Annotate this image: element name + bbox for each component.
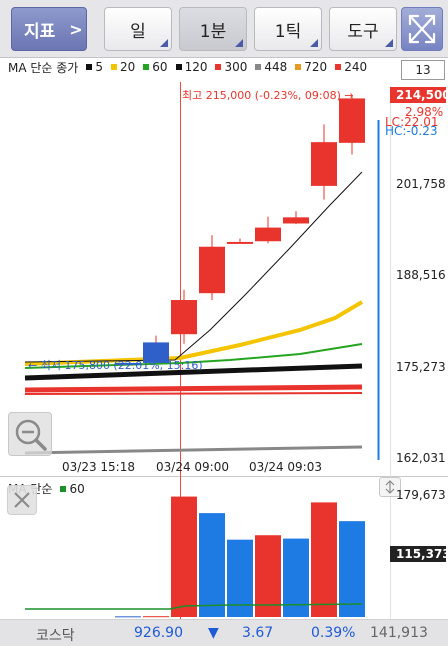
candle-series xyxy=(115,95,365,365)
ma-value: 240 xyxy=(344,60,368,74)
volume-current-tag: 115,373 xyxy=(390,546,448,562)
ma-value: 448 xyxy=(264,60,288,74)
candle-body xyxy=(115,362,141,365)
indicator-button[interactable]: 지표 > xyxy=(11,7,87,51)
candle-count-field[interactable]: 13 xyxy=(401,60,445,80)
ma-color-swatch xyxy=(295,64,302,70)
period-minute-button[interactable]: 1분 xyxy=(179,7,247,51)
candle-body xyxy=(227,241,253,244)
volume-tick: 179,673 xyxy=(396,488,446,502)
period-tick-button[interactable]: 1틱 xyxy=(254,7,322,51)
candle-body xyxy=(143,342,169,363)
ma-color-swatch xyxy=(111,64,117,70)
ma-legend-title: MA 단순 종가 xyxy=(8,60,79,75)
change-percent: 2.98% xyxy=(405,105,444,119)
time-tick: 03/23 15:18 xyxy=(62,460,135,474)
ma-color-swatch xyxy=(143,64,150,70)
candle-body xyxy=(283,217,309,224)
ma-color-swatch xyxy=(86,64,93,70)
tools-label: 도구 xyxy=(347,21,379,42)
ma-448-line xyxy=(24,445,363,455)
ma-value: 120 xyxy=(184,60,208,74)
ma-color-swatch xyxy=(60,485,67,492)
time-tick: 03/24 09:00 xyxy=(156,460,229,474)
time-tick: 03/24 09:03 xyxy=(249,460,322,474)
indicator-label: 지표 xyxy=(24,21,56,42)
ma-value: 720 xyxy=(304,60,328,74)
ma-120-line xyxy=(24,363,363,381)
volume-bar xyxy=(339,521,365,617)
price-tick: 162,031 xyxy=(396,451,446,465)
ma-value: 20 xyxy=(120,60,136,74)
hc-value: HC:-0.23 xyxy=(385,124,438,138)
toolbar: 지표 > 일 1분 1틱 도구 xyxy=(0,0,448,58)
volume-ma-60-line xyxy=(25,603,363,610)
price-tick: 188,516 xyxy=(396,268,446,282)
period-day-label: 일 xyxy=(130,21,146,42)
index-value: 926.90 xyxy=(134,625,183,641)
volume-series xyxy=(115,496,365,618)
ma-5-line xyxy=(24,171,363,363)
fullscreen-button[interactable] xyxy=(401,7,443,51)
period-tick-label: 1틱 xyxy=(274,21,302,42)
index-change: 3.67 xyxy=(242,625,274,641)
dropdown-triangle-icon xyxy=(385,39,393,47)
dropdown-triangle-icon xyxy=(235,39,243,47)
low-price-annotation: ← 최저 175,800 (22.01%, 15:16) xyxy=(28,359,203,372)
volume-bar xyxy=(143,616,169,618)
ma-color-swatch xyxy=(215,64,222,70)
index-volume: 141,913 xyxy=(370,625,428,641)
volume-bar xyxy=(171,496,197,617)
down-arrow-icon: ▼ xyxy=(208,625,219,641)
market-status-bar[interactable]: 코스닥 926.90 ▼ 3.67 0.39% 141,913 xyxy=(0,619,448,646)
high-price-annotation: 최고 215,000 (-0.23%, 09:08) → xyxy=(182,89,354,102)
close-icon xyxy=(14,492,30,508)
resize-panel-button[interactable] xyxy=(379,477,401,497)
dropdown-triangle-icon xyxy=(310,39,318,47)
ma-value: 300 xyxy=(224,60,248,74)
expand-icon xyxy=(408,14,436,44)
volume-ma-value: 60 xyxy=(69,481,85,496)
candle-body xyxy=(255,227,281,242)
period-day-button[interactable]: 일 xyxy=(104,7,172,51)
ma-240-line xyxy=(24,392,363,395)
index-name: 코스닥 xyxy=(36,628,75,644)
ma-300-line xyxy=(24,384,363,393)
ma-color-swatch xyxy=(335,64,342,70)
current-price-tag: 214,500 xyxy=(390,87,448,103)
volume-bar xyxy=(115,616,141,618)
candle-body xyxy=(311,142,337,186)
ma-color-swatch xyxy=(175,64,182,70)
zoom-button[interactable] xyxy=(8,412,52,456)
index-change-percent: 0.39% xyxy=(311,625,356,641)
ma-value: 5 xyxy=(95,60,103,74)
volume-bar xyxy=(255,535,281,617)
volume-bar xyxy=(199,513,225,617)
price-tick: 175,273 xyxy=(396,360,446,374)
period-minute-label: 1분 xyxy=(199,21,227,42)
volume-bar xyxy=(227,539,253,617)
ma-color-swatch xyxy=(255,64,262,70)
dropdown-triangle-icon xyxy=(160,39,168,47)
ma-legend: MA 단순 종가 5 20 60 120 300 448 720 240 xyxy=(8,59,367,75)
volume-bar xyxy=(311,502,337,617)
lc-value: LC:22.01 xyxy=(385,115,439,129)
zoom-out-icon xyxy=(15,419,47,451)
up-down-arrow-icon xyxy=(385,480,395,494)
candle-body xyxy=(171,300,197,335)
chevron-right-icon: > xyxy=(69,19,83,39)
close-volume-panel-button[interactable] xyxy=(7,485,37,515)
candle-body xyxy=(199,246,225,294)
candle-body xyxy=(339,98,365,143)
ma-value: 60 xyxy=(152,60,168,74)
price-tick: 201,758 xyxy=(396,177,446,191)
tools-button[interactable]: 도구 xyxy=(329,7,397,51)
